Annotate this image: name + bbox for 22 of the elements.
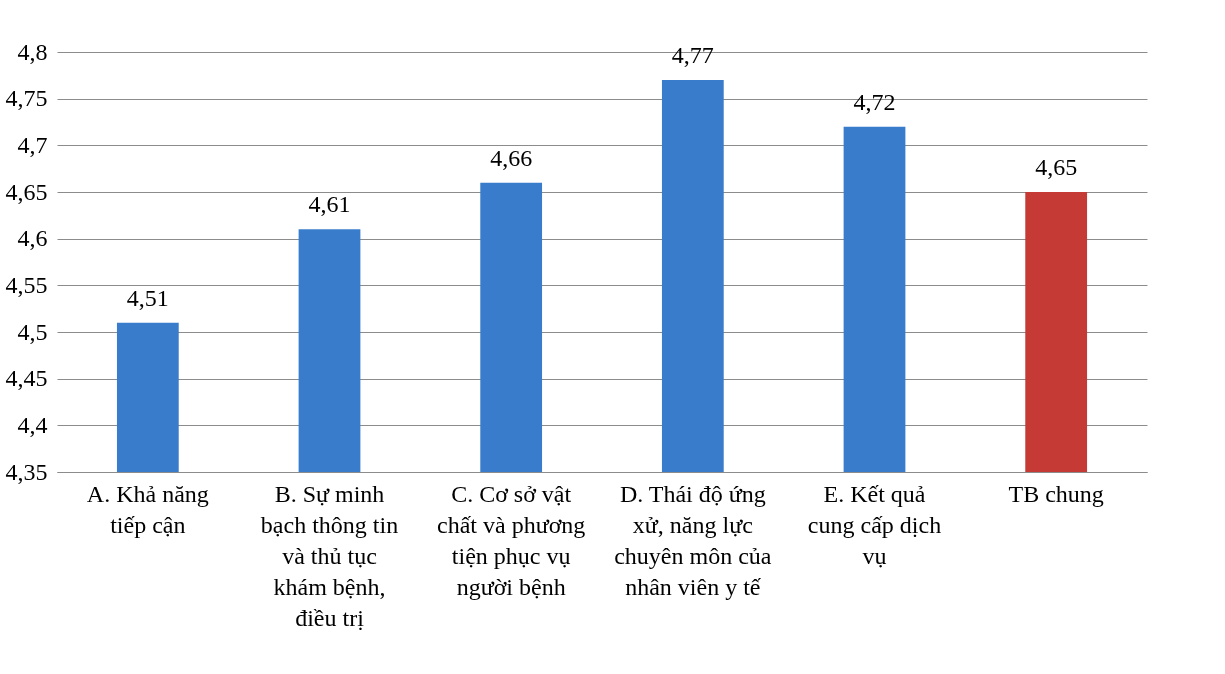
y-tick-label: 4,55 [5, 271, 48, 298]
y-tick-label: 4,45 [5, 365, 48, 392]
y-tick-label: 4,7 [17, 131, 48, 158]
x-tick-label: A. Khả năng tiếp cận [86, 480, 209, 538]
y-tick-label: 4,35 [5, 458, 48, 485]
data-label: 4,66 [490, 144, 533, 171]
y-tick-label: 4,6 [17, 225, 48, 252]
x-tick-label: C. Cơ sở vật chất và phương tiện phục vụ người bệnh [437, 480, 586, 600]
y-tick-label: 4,65 [5, 178, 48, 205]
data-label: 4,61 [308, 191, 351, 218]
y-tick-label: 4,4 [17, 411, 48, 438]
y-tick-label: 4,75 [5, 85, 48, 112]
y-tick-label: 4,8 [17, 38, 48, 65]
data-label: 4,65 [1035, 154, 1078, 180]
data-label: 4,72 [853, 88, 896, 115]
x-tick-label: TB chung [1008, 480, 1104, 507]
x-tick-label: E. Kết quả cung cấp dịch vụ [807, 480, 942, 569]
y-tick-label: 4,5 [17, 318, 48, 345]
data-label: 4,51 [126, 284, 169, 311]
x-tick-label: D. Thái độ ứng xử, năng lực chuyên môn của nhân viên y tế [614, 480, 772, 600]
data-label: 4,77 [671, 42, 714, 68]
x-tick-label: B. Sự minh bạch thông tin và thủ tục khám bệnh, điều trị [260, 480, 399, 631]
